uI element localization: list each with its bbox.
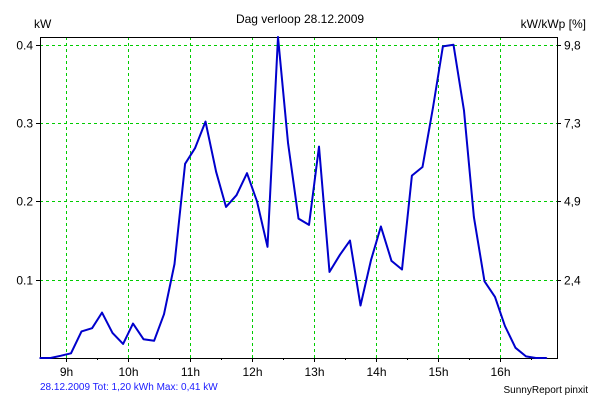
x-tick-label: 10h bbox=[118, 365, 138, 379]
x-tick-label: 14h bbox=[366, 365, 386, 379]
data-point bbox=[380, 225, 382, 228]
data-point bbox=[256, 200, 258, 203]
x-tick-label: 15h bbox=[428, 365, 448, 379]
chart-title: Dag verloop 28.12.2009 bbox=[235, 12, 365, 26]
data-point bbox=[142, 338, 145, 341]
data-point bbox=[504, 325, 506, 327]
x-tick-label: 12h bbox=[242, 365, 262, 379]
data-point bbox=[525, 355, 527, 358]
data-point bbox=[246, 172, 248, 174]
data-point bbox=[235, 194, 238, 196]
data-point bbox=[401, 268, 403, 271]
data-point bbox=[473, 216, 475, 218]
data-point bbox=[411, 174, 413, 177]
y-tick-label-right: 7,3 bbox=[564, 117, 581, 131]
data-point bbox=[266, 246, 269, 248]
data-point bbox=[132, 322, 134, 325]
data-point bbox=[514, 347, 517, 349]
data-point bbox=[287, 141, 289, 144]
data-point bbox=[318, 145, 320, 148]
data-point bbox=[215, 170, 217, 173]
data-point bbox=[101, 311, 103, 314]
data-point bbox=[60, 354, 62, 357]
y-tick-label-right: 2,4 bbox=[564, 274, 581, 288]
data-point bbox=[349, 239, 351, 242]
footer-summary: 28.12.2009 Tot: 1,20 kWh Max: 0,41 kW bbox=[40, 382, 218, 393]
data-point bbox=[111, 332, 114, 334]
data-point bbox=[70, 352, 72, 355]
data-point bbox=[91, 327, 93, 330]
series-line bbox=[40, 36, 547, 359]
data-point bbox=[483, 280, 486, 283]
axis-ticks bbox=[36, 45, 561, 362]
tick-labels: 9h 10h 11h 12h 13h 14h 15h 16h 0.1 2,4 0.2 4,9 0.3 7,… bbox=[16, 39, 581, 380]
y-tick-label: 0.2 bbox=[16, 195, 33, 209]
data-point bbox=[39, 357, 41, 359]
data-point bbox=[535, 357, 537, 359]
data-point bbox=[297, 217, 300, 220]
y-tick-label: 0.3 bbox=[16, 117, 33, 131]
y-axis-label-right: kW/kWp [%] bbox=[520, 17, 586, 31]
data-point bbox=[80, 330, 83, 333]
series-layer bbox=[39, 36, 548, 359]
data-point bbox=[163, 313, 165, 316]
data-point bbox=[545, 357, 548, 359]
data-point bbox=[184, 163, 186, 165]
x-tick-label: 16h bbox=[490, 365, 510, 379]
data-point bbox=[421, 166, 424, 168]
data-point bbox=[328, 271, 331, 273]
data-point bbox=[308, 224, 310, 226]
data-point bbox=[49, 357, 52, 359]
data-point bbox=[204, 120, 207, 123]
data-point bbox=[225, 206, 227, 208]
data-point bbox=[494, 296, 496, 298]
data-point bbox=[432, 106, 434, 109]
y-tick-label-right: 9,8 bbox=[564, 39, 581, 53]
data-point bbox=[122, 343, 124, 345]
y-tick-label: 0.1 bbox=[16, 274, 33, 288]
x-tick-label: 13h bbox=[304, 365, 324, 379]
data-point bbox=[390, 260, 393, 262]
data-point bbox=[153, 340, 155, 342]
data-point bbox=[463, 109, 465, 112]
y-tick-label: 0.4 bbox=[16, 39, 33, 53]
y-axis-label-left: kW bbox=[34, 17, 52, 31]
y-tick-label-right: 4,9 bbox=[564, 195, 581, 209]
plot-frame bbox=[40, 37, 558, 359]
data-point bbox=[173, 263, 176, 265]
data-point bbox=[442, 45, 444, 48]
x-tick-label: 9h bbox=[60, 365, 73, 379]
data-point bbox=[359, 304, 362, 307]
data-point bbox=[277, 36, 279, 38]
data-point bbox=[370, 259, 372, 261]
x-tick-label: 11h bbox=[181, 365, 200, 379]
grid bbox=[40, 37, 557, 358]
data-point bbox=[452, 44, 455, 46]
data-point bbox=[339, 253, 341, 256]
footer-credit: SunnyReport pinxit bbox=[503, 385, 589, 396]
data-point bbox=[194, 147, 196, 149]
